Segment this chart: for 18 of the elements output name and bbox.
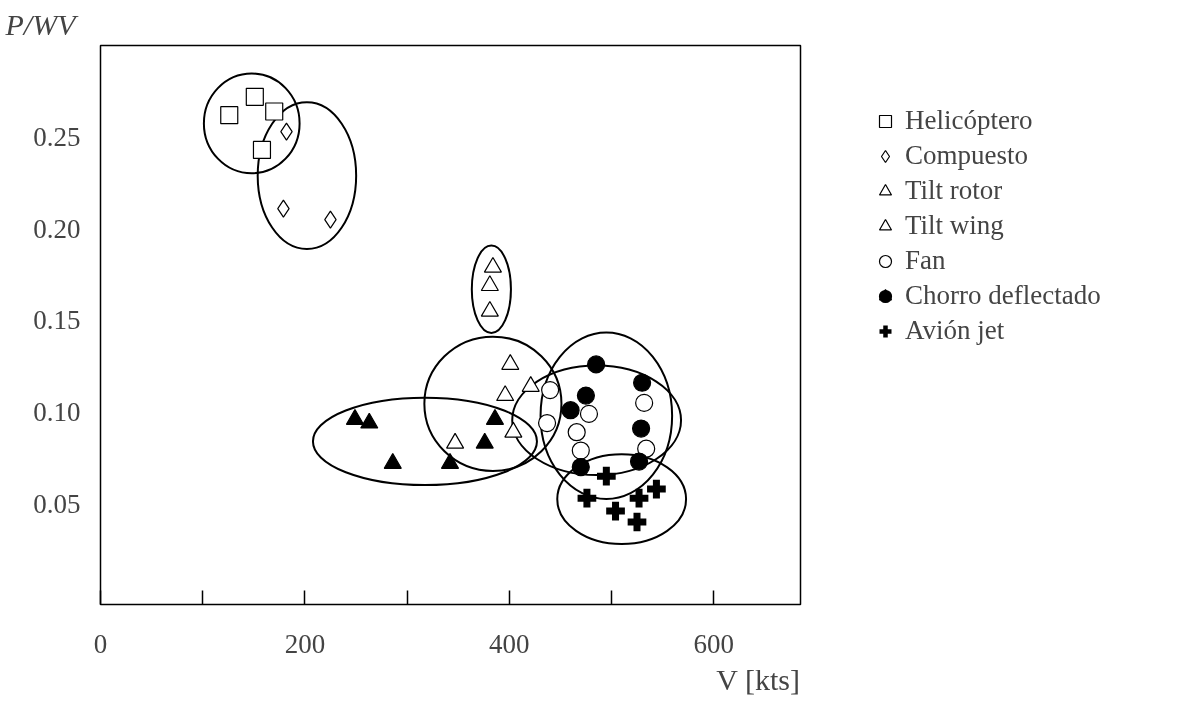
y-tick-label: 0.25 [33, 122, 81, 153]
y-tick-label: 0.15 [33, 305, 81, 336]
x-axis-title: V [kts] [716, 662, 800, 696]
y-tick-label: 0.05 [33, 488, 81, 519]
x-tick-label: 0 [93, 628, 108, 659]
legend-label: Compuesto [905, 140, 1029, 171]
x-tick-label: 400 [489, 628, 530, 659]
x-tick-label: 600 [693, 628, 734, 659]
legend-label: Helicóptero [905, 105, 1033, 136]
x-tick-label: 200 [284, 628, 326, 659]
legend-label: Fan [905, 245, 946, 276]
legend-label: Tilt wing [905, 210, 1004, 241]
legend-label: Chorro deflectado [905, 280, 1101, 311]
y-tick-label: 0.20 [33, 213, 81, 244]
y-tick-label: 0.10 [33, 397, 81, 428]
chart-title: P/WV [4, 7, 80, 41]
legend-label: Avión jet [905, 315, 1005, 346]
legend-label: Tilt rotor [905, 175, 1003, 206]
